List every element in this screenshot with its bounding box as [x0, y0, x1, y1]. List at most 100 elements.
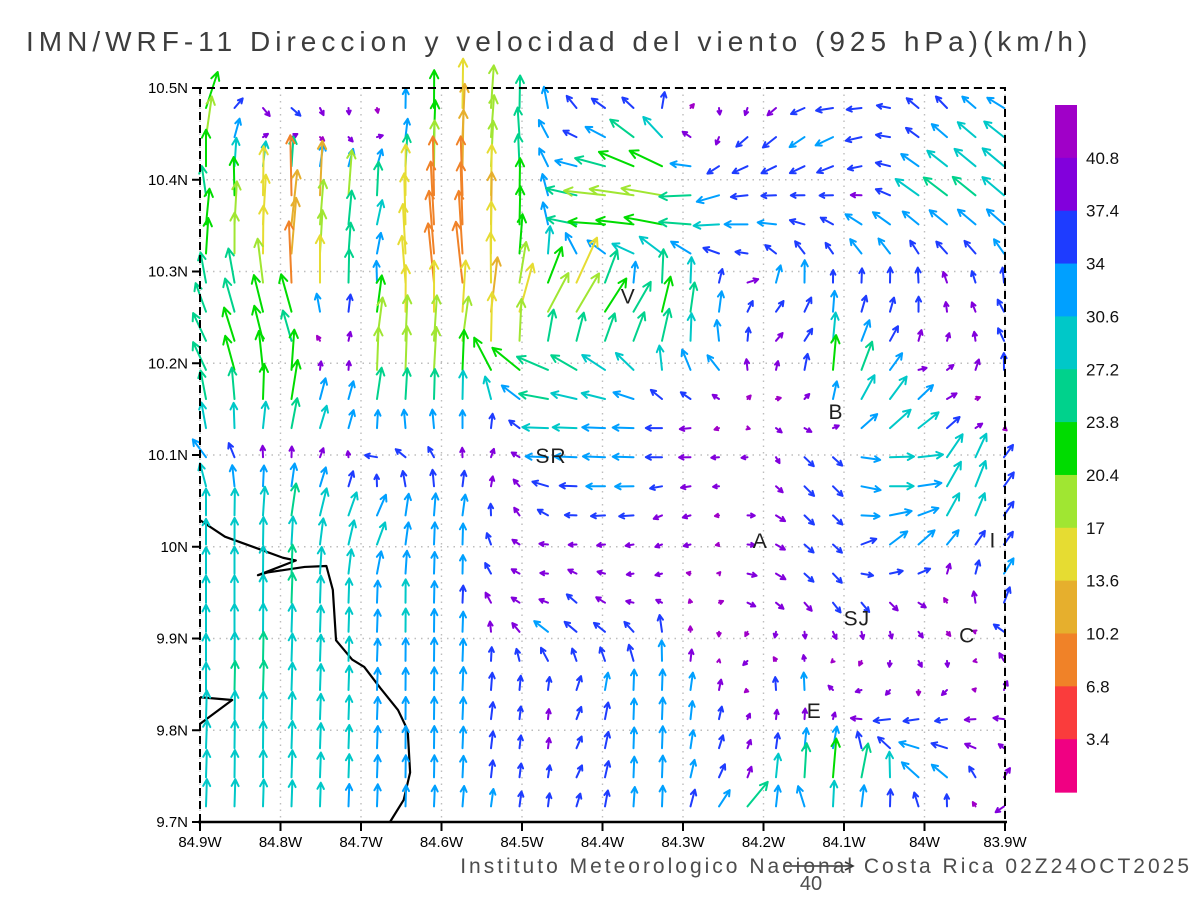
wind-vector — [981, 176, 1005, 197]
wind-vector — [922, 176, 948, 197]
wind-vector — [946, 392, 958, 400]
wind-vector — [488, 730, 497, 750]
wind-vector — [796, 785, 806, 808]
y-axis-tick-label: 10.2N — [148, 355, 188, 372]
wind-vector — [746, 300, 754, 313]
colorbar-tick-label: 20.4 — [1086, 466, 1119, 485]
wind-vector — [661, 275, 674, 313]
wind-vector — [346, 149, 357, 197]
wind-vector — [229, 602, 240, 633]
wind-vector — [373, 666, 382, 691]
y-axis-tick-label: 10.1N — [148, 447, 188, 464]
wind-vector — [259, 485, 269, 517]
wind-vector — [714, 136, 721, 146]
wind-vector — [860, 742, 872, 779]
wind-vector — [430, 784, 439, 808]
wind-vector — [756, 219, 777, 227]
wind-vector — [706, 165, 720, 175]
wind-vector — [545, 764, 553, 779]
wind-vector — [376, 199, 386, 226]
wind-vector — [287, 749, 297, 779]
wind-vector — [930, 741, 948, 750]
wind-vector — [945, 630, 952, 637]
wind-vector — [316, 751, 325, 779]
wind-vector — [658, 191, 692, 202]
wind-vector — [460, 469, 468, 488]
colorbar-tick-label: 10.2 — [1086, 625, 1119, 644]
wind-vector — [661, 307, 673, 342]
wind-vector — [201, 603, 211, 633]
wind-vector — [917, 529, 936, 546]
wind-vector — [917, 506, 940, 517]
wind-vector — [832, 424, 840, 430]
wind-vector — [516, 297, 527, 342]
wind-vector — [347, 470, 356, 488]
wind-vector — [773, 784, 782, 808]
wind-vector — [844, 213, 863, 226]
wind-vector — [347, 380, 356, 400]
wind-vector — [262, 107, 271, 117]
wind-vector — [603, 671, 611, 691]
wind-vector — [905, 126, 920, 139]
wind-vector — [319, 377, 328, 400]
wind-vector — [459, 696, 468, 721]
wind-vector — [230, 487, 240, 517]
wind-vector — [860, 374, 876, 400]
station-label-A: A — [753, 530, 768, 553]
wind-vector — [482, 375, 492, 400]
y-axis-tick-label: 10.5N — [148, 80, 188, 97]
wind-vector — [644, 453, 663, 461]
wind-vector — [731, 165, 749, 175]
wind-vector — [943, 301, 950, 313]
wind-vector — [345, 450, 352, 459]
wind-vector — [258, 145, 269, 197]
wind-vector — [773, 708, 780, 721]
wind-vector — [319, 466, 328, 488]
colorbar-segment — [1055, 157, 1077, 212]
wind-vector — [775, 514, 787, 523]
wind-vector — [401, 696, 410, 721]
wind-vector — [718, 599, 725, 605]
wind-vector — [562, 129, 578, 139]
wind-vector — [344, 724, 354, 750]
colorbar-tick-label: 40.8 — [1086, 149, 1119, 168]
colorbar-tick-label: 13.6 — [1086, 572, 1119, 591]
wind-vector — [484, 591, 492, 604]
wind-vector — [201, 661, 211, 691]
wind-vector — [917, 630, 924, 639]
wind-vector — [563, 511, 578, 519]
station-label-SJ: SJ — [844, 607, 871, 630]
wind-vector — [430, 580, 439, 604]
wind-vector — [917, 659, 923, 668]
wind-vector — [658, 696, 667, 721]
station-label-B: B — [828, 401, 843, 424]
wind-vector — [688, 671, 696, 691]
wind-vector — [642, 116, 663, 139]
wind-vector — [538, 541, 549, 548]
wind-vector — [511, 622, 521, 633]
wind-vector — [202, 217, 213, 255]
wind-vector — [624, 542, 635, 549]
wind-vector — [930, 123, 948, 139]
wind-vector — [614, 352, 635, 371]
y-axis-tick-label: 9.9N — [156, 631, 188, 648]
wind-vector — [827, 684, 834, 691]
wind-vector — [943, 597, 949, 604]
wind-vector — [766, 107, 777, 117]
wind-vector — [712, 483, 720, 490]
wind-vector — [346, 293, 354, 313]
wind-vector — [313, 292, 322, 313]
wind-vector — [487, 502, 495, 517]
wind-vector — [917, 479, 943, 488]
wind-vector — [258, 516, 268, 546]
wind-vector — [288, 328, 299, 371]
wind-vector — [287, 661, 297, 691]
wind-vector — [706, 354, 720, 371]
wind-vector — [775, 572, 787, 581]
y-axis-tick-label: 10.4N — [148, 172, 188, 189]
wind-vector — [508, 419, 521, 430]
wind-vector — [290, 169, 302, 226]
wind-vector — [590, 512, 606, 520]
wind-vector — [489, 788, 497, 808]
wind-vector — [974, 358, 981, 371]
